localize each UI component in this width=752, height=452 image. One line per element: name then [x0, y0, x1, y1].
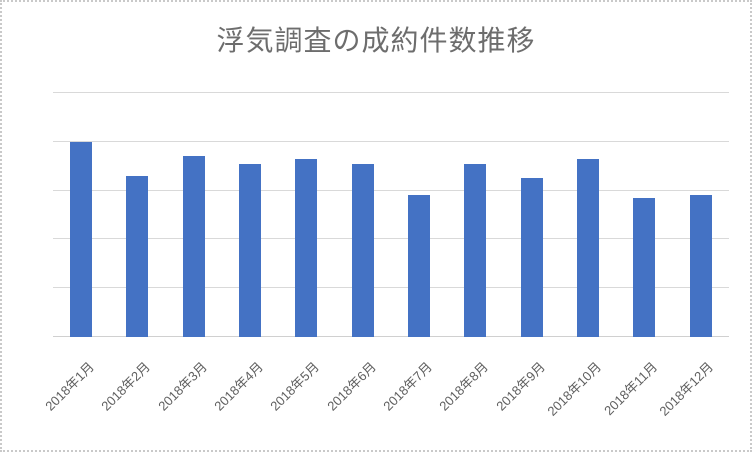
x-tick-slot: 2018年3月 [155, 337, 222, 450]
bar-slot [447, 93, 503, 337]
x-tick-slot: 2018年8月 [437, 337, 503, 450]
x-tick-slot: 2018年12月 [657, 337, 729, 450]
bar-slot [166, 93, 222, 337]
x-tick-slot: 2018年6月 [324, 337, 391, 450]
bar-2018年12月[interactable] [689, 195, 712, 337]
gridline [53, 92, 729, 93]
bar-2018年2月[interactable] [126, 175, 149, 337]
gridline [53, 238, 729, 240]
gridline [53, 287, 729, 289]
bar-slot [560, 93, 616, 337]
bar-2018年4月[interactable] [239, 163, 262, 337]
x-tick-slot: 2018年5月 [268, 337, 334, 450]
x-tick-slot: 2018年2月 [99, 337, 165, 450]
chart-title: 浮気調査の成約件数推移 [216, 25, 536, 56]
bar-slot [53, 93, 109, 337]
bar-slot [109, 93, 165, 337]
bar-slot [335, 93, 391, 337]
bar-slot [616, 93, 672, 337]
bar-2018年7月[interactable] [408, 195, 431, 337]
x-axis-labels: 2018年1月 2018年2月 2018年3月 2018年4月 2018年5月 2018年… [42, 337, 729, 450]
bar-2018年11月[interactable] [633, 197, 656, 337]
bar-2018年5月[interactable] [295, 158, 318, 337]
bar-slot [504, 93, 560, 337]
bar-2018年1月[interactable] [70, 141, 93, 337]
bar-series [53, 93, 729, 337]
bar-slot [278, 93, 334, 337]
plot-area [53, 92, 729, 337]
bar-2018年10月[interactable] [577, 158, 600, 337]
x-tick-label: 2018年1月 [42, 359, 97, 414]
x-tick-slot: 2018年9月 [493, 337, 560, 450]
bar-2018年9月[interactable] [520, 178, 543, 337]
bar-2018年8月[interactable] [464, 163, 487, 337]
x-axis-line [53, 336, 729, 337]
bar-slot [673, 93, 729, 337]
bar-slot [222, 93, 278, 337]
gridline [53, 140, 729, 142]
gridline [53, 189, 729, 191]
bar-2018年3月[interactable] [182, 156, 205, 337]
bar-2018年6月[interactable] [351, 163, 374, 337]
x-tick-slot: 2018年10月 [544, 337, 616, 450]
bar-slot [391, 93, 447, 337]
